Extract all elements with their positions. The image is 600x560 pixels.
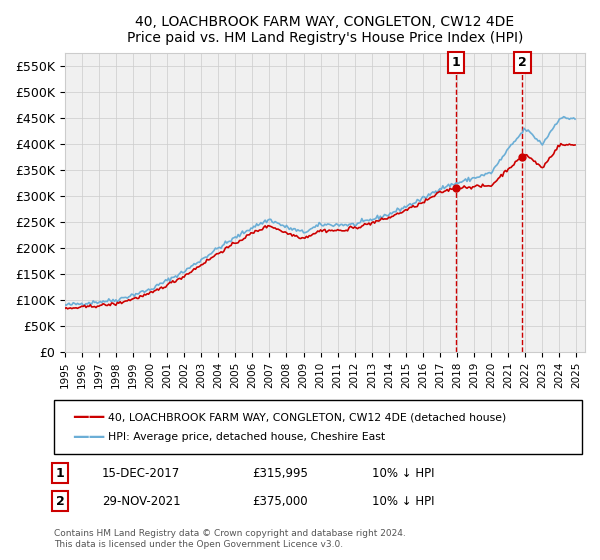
Text: Contains HM Land Registry data © Crown copyright and database right 2024.
This d: Contains HM Land Registry data © Crown c… <box>54 529 406 549</box>
Text: ——: —— <box>72 428 105 446</box>
Text: 29-NOV-2021: 29-NOV-2021 <box>102 494 181 508</box>
Text: ——: —— <box>72 408 105 426</box>
Text: 1: 1 <box>56 466 64 480</box>
Text: 10% ↓ HPI: 10% ↓ HPI <box>372 494 434 508</box>
Text: HPI: Average price, detached house, Cheshire East: HPI: Average price, detached house, Ches… <box>108 432 385 442</box>
Text: £375,000: £375,000 <box>252 494 308 508</box>
Text: £315,995: £315,995 <box>252 466 308 480</box>
Text: 1: 1 <box>451 56 460 69</box>
Text: 10% ↓ HPI: 10% ↓ HPI <box>372 466 434 480</box>
Title: 40, LOACHBROOK FARM WAY, CONGLETON, CW12 4DE
Price paid vs. HM Land Registry's H: 40, LOACHBROOK FARM WAY, CONGLETON, CW12… <box>127 15 523 45</box>
Text: 2: 2 <box>518 56 527 69</box>
Text: 2: 2 <box>56 494 64 508</box>
Text: 40, LOACHBROOK FARM WAY, CONGLETON, CW12 4DE (detached house): 40, LOACHBROOK FARM WAY, CONGLETON, CW12… <box>108 412 506 422</box>
Text: 15-DEC-2017: 15-DEC-2017 <box>102 466 180 480</box>
